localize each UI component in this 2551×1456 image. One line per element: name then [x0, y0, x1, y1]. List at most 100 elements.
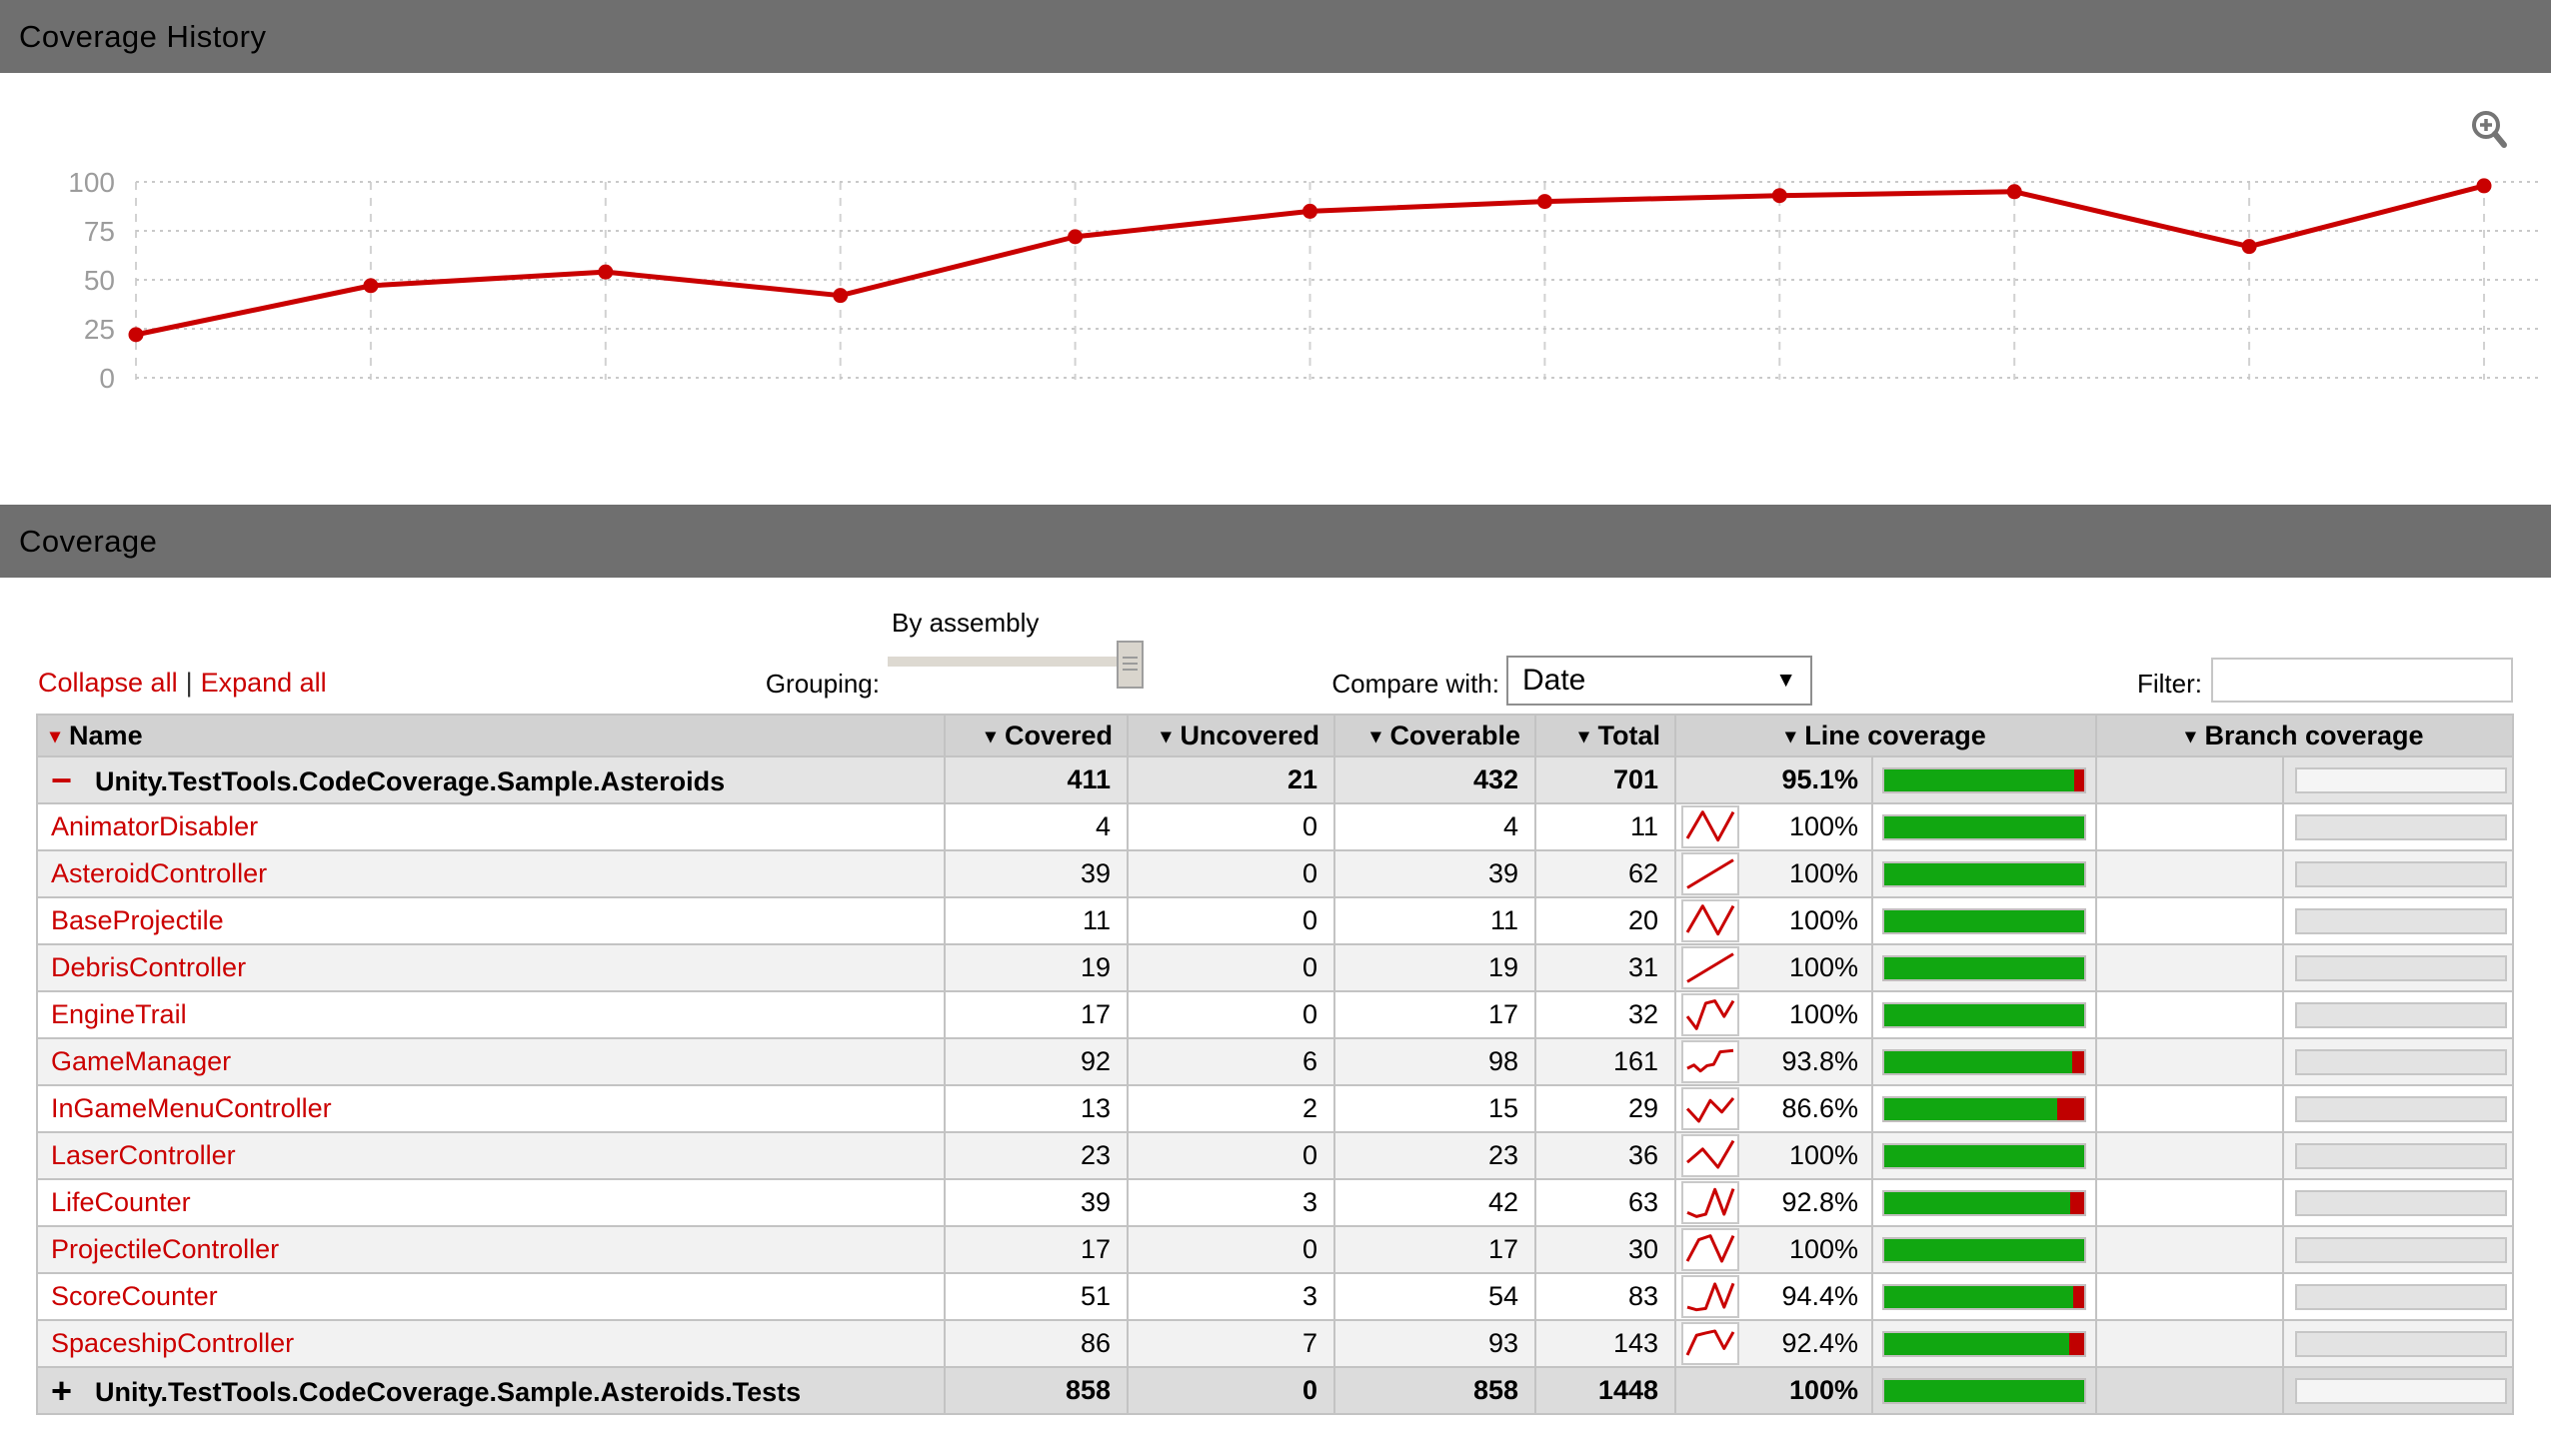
select-caret-icon: ▼ [1775, 669, 1796, 692]
covered-cell: 23 [944, 1131, 1129, 1180]
line-coverage-bar [1882, 1283, 2086, 1310]
filter-label: Filter: [2137, 669, 2202, 699]
line-coverage-bar [1882, 1330, 2086, 1357]
covered-cell: 17 [944, 990, 1129, 1039]
name-cell: − Unity.TestTools.CodeCoverage.Sample.Ast… [36, 755, 946, 804]
table-row: GameManager 92 6 98 161 93.8% [36, 1037, 2514, 1086]
grouping-slider-thumb[interactable] [1117, 641, 1144, 689]
table-row: AsteroidController 39 0 39 62 100% [36, 849, 2514, 898]
branch-coverage-bar [2295, 1095, 2507, 1122]
class-link[interactable]: ProjectileController [51, 1234, 280, 1264]
line-coverage-percent: 100% [1788, 952, 1858, 982]
class-link[interactable]: AsteroidController [51, 858, 268, 888]
header-branch-coverage[interactable]: ▾ Branch coverage [2095, 714, 2514, 757]
sort-arrow-icon[interactable]: ▾ [1578, 725, 1589, 747]
svg-text:100: 100 [68, 167, 115, 198]
grouping-slider[interactable] [888, 657, 1126, 667]
sort-arrow-icon[interactable]: ▾ [1161, 725, 1172, 747]
coverable-cell: 432 [1333, 755, 1536, 804]
line-coverage-percent: 100% [1788, 811, 1858, 841]
line-coverage-percent-cell: 100% [1674, 849, 1873, 898]
collapse-expand-links: Collapse all | Expand all [38, 668, 327, 699]
branch-coverage-bar-cell [2282, 1084, 2514, 1133]
line-coverage-percent: 86.6% [1781, 1093, 1858, 1123]
class-link[interactable]: EngineTrail [51, 999, 187, 1029]
class-link[interactable]: LaserController [51, 1140, 236, 1170]
branch-coverage-bar [2295, 954, 2507, 981]
coverage-section-header: Coverage [0, 505, 2551, 578]
header-uncovered[interactable]: ▾ Uncovered [1127, 714, 1335, 757]
total-cell: 31 [1534, 943, 1676, 992]
class-link[interactable]: GameManager [51, 1046, 232, 1076]
branch-coverage-percent-cell [2095, 896, 2284, 945]
line-coverage-percent: 100% [1788, 1140, 1858, 1170]
class-link[interactable]: SpaceshipController [51, 1328, 295, 1358]
line-coverage-percent: 92.4% [1781, 1328, 1858, 1358]
header-total[interactable]: ▾ Total [1534, 714, 1676, 757]
line-coverage-percent: 95.1% [1781, 764, 1858, 794]
sort-arrow-icon[interactable]: ▾ [985, 725, 996, 747]
line-coverage-bar-cell [1871, 1131, 2097, 1180]
branch-coverage-percent-cell [2095, 1225, 2284, 1274]
svg-text:0: 0 [99, 363, 115, 394]
name-cell: AsteroidController [36, 849, 946, 898]
line-coverage-bar-cell [1871, 1225, 2097, 1274]
branch-coverage-bar-cell [2282, 1037, 2514, 1086]
line-coverage-bar-cell [1871, 1319, 2097, 1368]
class-link[interactable]: BaseProjectile [51, 905, 224, 935]
coverable-cell: 858 [1333, 1366, 1536, 1415]
header-line-coverage[interactable]: ▾ Line coverage [1674, 714, 2097, 757]
uncovered-cell: 7 [1127, 1319, 1335, 1368]
line-coverage-percent-cell: 100% [1674, 1225, 1873, 1274]
header-name[interactable]: ▾ Name [36, 714, 946, 757]
branch-coverage-bar-cell [2282, 896, 2514, 945]
class-link[interactable]: DebrisController [51, 952, 247, 982]
compare-with-select[interactable]: Date ▼ [1506, 656, 1812, 706]
total-cell: 11 [1534, 802, 1676, 851]
branch-coverage-bar-cell [2282, 1319, 2514, 1368]
sort-arrow-icon[interactable]: ▾ [50, 725, 61, 747]
total-cell: 63 [1534, 1178, 1676, 1227]
uncovered-cell: 0 [1127, 1225, 1335, 1274]
line-coverage-percent-cell: 92.4% [1674, 1319, 1873, 1368]
expand-icon[interactable]: + [51, 1369, 73, 1411]
covered-cell: 4 [944, 802, 1129, 851]
zoom-icon[interactable] [2469, 108, 2513, 156]
filter-input[interactable] [2211, 658, 2513, 703]
table-row: + Unity.TestTools.CodeCoverage.Sample.Ast… [36, 1366, 2514, 1415]
expand-all-link[interactable]: Expand all [200, 668, 327, 698]
grouping-value-label: By assembly [892, 608, 1040, 638]
sort-arrow-icon[interactable]: ▾ [2185, 725, 2196, 747]
covered-cell: 39 [944, 1178, 1129, 1227]
collapse-all-link[interactable]: Collapse all [38, 668, 178, 698]
collapse-icon[interactable]: − [51, 758, 73, 800]
line-coverage-bar [1882, 1189, 2086, 1216]
header-coverable[interactable]: ▾ Coverable [1333, 714, 1536, 757]
class-link[interactable]: ScoreCounter [51, 1281, 218, 1311]
line-coverage-bar [1882, 954, 2086, 981]
line-coverage-percent-cell: 86.6% [1674, 1084, 1873, 1133]
coverable-cell: 19 [1333, 943, 1536, 992]
coverage-history-sparkline-icon [1681, 993, 1739, 1036]
class-link[interactable]: InGameMenuController [51, 1093, 332, 1123]
name-cell: AnimatorDisabler [36, 802, 946, 851]
table-row: AnimatorDisabler 4 0 4 11 100% [36, 802, 2514, 851]
class-link[interactable]: LifeCounter [51, 1187, 191, 1217]
sort-arrow-icon[interactable]: ▾ [1785, 725, 1796, 747]
sort-arrow-icon[interactable]: ▾ [1370, 725, 1381, 747]
line-coverage-percent-cell: 100% [1674, 943, 1873, 992]
line-coverage-percent-cell: 100% [1674, 1366, 1873, 1415]
branch-coverage-percent-cell [2095, 755, 2284, 804]
total-cell: 36 [1534, 1131, 1676, 1180]
table-row: LaserController 23 0 23 36 100% [36, 1131, 2514, 1180]
line-coverage-bar [1882, 1142, 2086, 1169]
branch-coverage-bar [2295, 1236, 2507, 1263]
branch-coverage-bar-cell [2282, 990, 2514, 1039]
line-coverage-percent: 92.8% [1781, 1187, 1858, 1217]
total-cell: 83 [1534, 1272, 1676, 1321]
uncovered-cell: 2 [1127, 1084, 1335, 1133]
line-coverage-bar [1882, 1095, 2086, 1122]
table-row: SpaceshipController 86 7 93 143 92.4% [36, 1319, 2514, 1368]
class-link[interactable]: AnimatorDisabler [51, 811, 259, 841]
header-covered[interactable]: ▾ Covered [944, 714, 1129, 757]
